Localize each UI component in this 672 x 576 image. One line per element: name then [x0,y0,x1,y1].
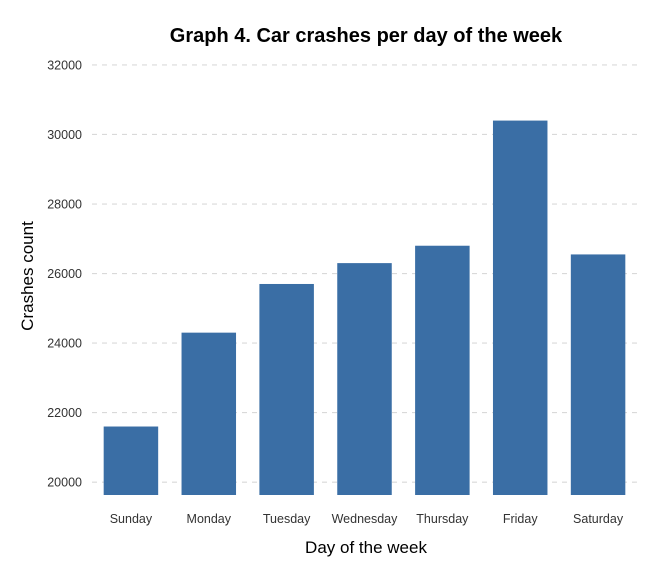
y-tick-label: 30000 [47,128,82,142]
bar-wednesday [337,263,392,495]
chart-title: Graph 4. Car crashes per day of the week [170,25,563,47]
x-tick-label: Wednesday [332,512,399,526]
y-axis-title: Crashes count [18,221,37,331]
y-tick-label: 20000 [47,476,82,490]
x-tick-label: Sunday [110,512,153,526]
y-axis-ticks: 20000 22000 24000 26000 28000 30000 32000 [47,58,82,489]
y-tick-label: 24000 [47,337,82,351]
x-tick-label: Saturday [573,512,624,526]
y-tick-label: 28000 [47,198,82,212]
y-tick-label: 26000 [47,267,82,281]
y-tick-label: 32000 [47,58,82,72]
bar-sunday [103,426,159,495]
x-tick-label: Friday [503,512,538,526]
bar-friday [492,120,548,495]
x-tick-label: Thursday [416,512,469,526]
bar-tuesday [259,283,314,495]
bar-monday [181,332,237,495]
x-tick-label: Tuesday [263,512,311,526]
x-tick-label: Monday [187,512,232,526]
bar-saturday [570,254,626,495]
bars [103,120,626,495]
y-tick-label: 22000 [47,406,82,420]
bar-thursday [415,245,470,495]
x-axis-title: Day of the week [305,538,427,557]
x-axis-ticks: Sunday Monday Tuesday Wednesday Thursday Frid… [110,512,624,526]
